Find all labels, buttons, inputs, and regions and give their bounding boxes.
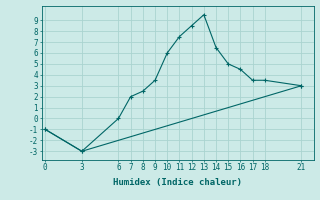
X-axis label: Humidex (Indice chaleur): Humidex (Indice chaleur): [113, 178, 242, 187]
